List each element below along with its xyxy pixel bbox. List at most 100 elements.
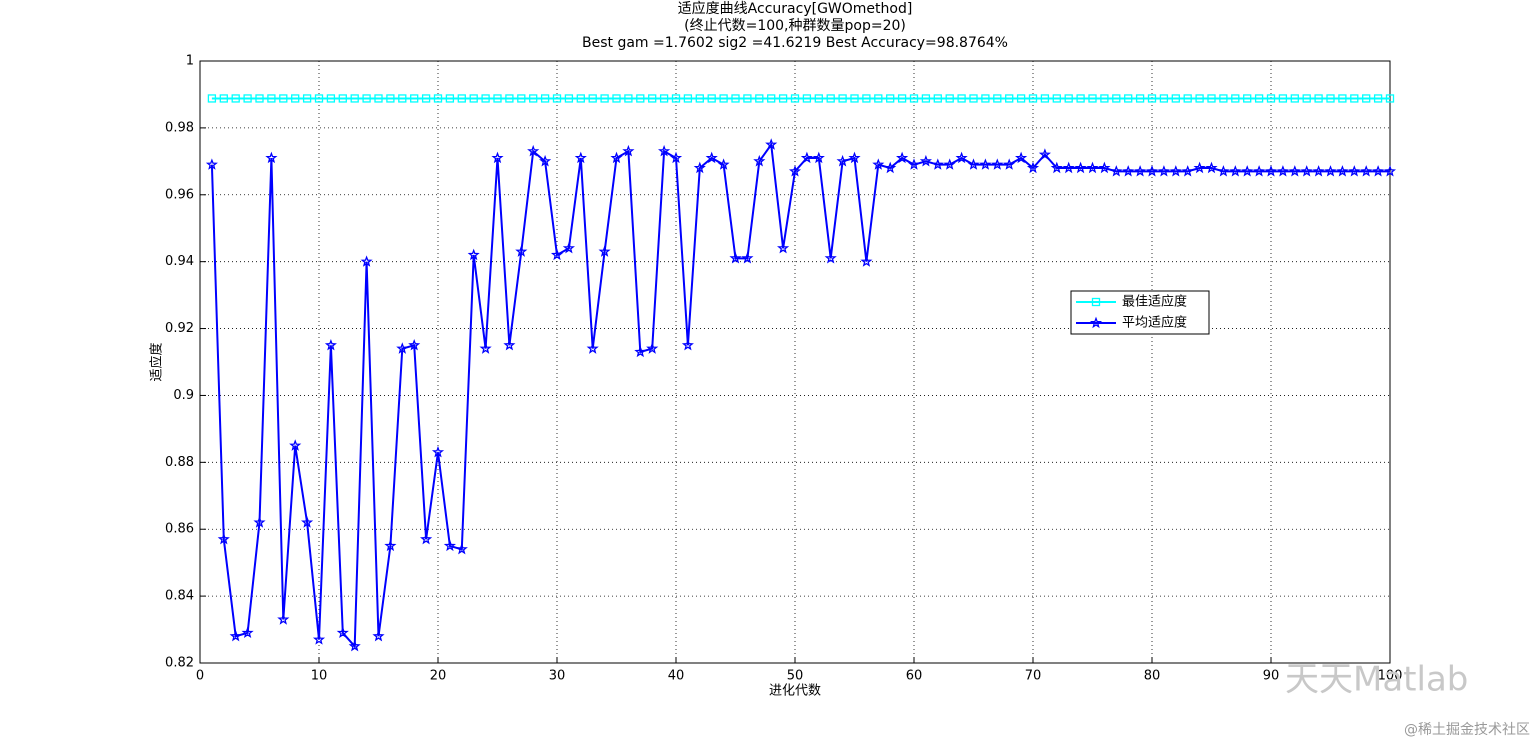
marker: [515, 245, 528, 257]
marker: [540, 94, 550, 103]
marker: [874, 94, 883, 103]
marker: [433, 94, 443, 103]
marker: [1088, 94, 1097, 103]
marker: [669, 151, 683, 164]
marker: [729, 251, 742, 264]
marker: [338, 94, 347, 103]
marker: [814, 94, 823, 103]
marker: [562, 241, 575, 254]
marker: [324, 338, 337, 351]
marker: [1147, 94, 1157, 103]
marker: [1183, 94, 1192, 103]
marker: [695, 94, 704, 103]
marker: [1040, 94, 1050, 103]
marker: [1336, 165, 1349, 177]
marker: [1112, 94, 1121, 103]
marker: [1219, 94, 1228, 103]
marker: [1360, 165, 1373, 177]
legend-label: 平均适应度: [1122, 315, 1187, 331]
marker: [598, 245, 611, 257]
marker: [360, 255, 373, 267]
marker: [481, 94, 490, 103]
marker: [445, 94, 455, 103]
y-tick-label: 0.84: [165, 589, 194, 604]
marker: [802, 94, 812, 103]
marker: [1195, 94, 1204, 103]
marker: [969, 94, 978, 103]
marker: [719, 94, 728, 103]
marker: [850, 94, 859, 103]
marker: [1314, 94, 1323, 103]
marker: [479, 342, 492, 354]
marker: [386, 94, 395, 103]
marker: [872, 158, 885, 170]
marker: [539, 154, 552, 167]
marker: [229, 629, 242, 642]
marker: [979, 158, 992, 170]
marker: [967, 158, 980, 170]
marker: [1350, 94, 1359, 103]
marker: [1300, 165, 1313, 177]
marker: [1003, 158, 1016, 170]
marker: [1050, 161, 1063, 174]
marker: [265, 151, 278, 164]
x-tick-label: 0: [196, 669, 204, 684]
watermark-source: @稀土掘金技术社区: [1404, 722, 1530, 738]
marker: [588, 94, 597, 103]
x-tick-label: 90: [1263, 669, 1280, 684]
marker: [1005, 94, 1014, 103]
marker: [527, 144, 540, 157]
marker: [517, 94, 526, 103]
marker: [443, 539, 456, 552]
marker: [505, 94, 514, 103]
marker: [1241, 165, 1254, 177]
marker: [1028, 94, 1038, 103]
x-tick-label: 100: [1378, 669, 1403, 684]
marker: [897, 94, 907, 103]
marker: [800, 151, 813, 164]
marker: [778, 94, 788, 103]
marker: [1264, 165, 1278, 177]
marker: [646, 342, 659, 354]
marker: [1026, 161, 1040, 174]
marker: [217, 532, 230, 545]
marker: [410, 94, 419, 103]
marker: [396, 342, 409, 354]
marker: [886, 94, 895, 103]
marker: [624, 94, 633, 103]
marker: [1015, 151, 1028, 164]
x-tick-label: 60: [906, 669, 923, 684]
marker: [420, 532, 433, 545]
marker: [1372, 165, 1385, 177]
marker: [529, 94, 538, 103]
marker: [896, 151, 909, 164]
marker: [1217, 165, 1230, 177]
marker: [455, 542, 468, 555]
marker: [291, 94, 300, 103]
marker: [1064, 94, 1073, 103]
y-tick-label: 0.9: [173, 388, 194, 403]
marker: [1312, 165, 1325, 177]
marker: [1243, 94, 1252, 103]
marker: [1326, 94, 1335, 103]
marker: [289, 439, 302, 451]
marker: [955, 151, 968, 164]
marker: [1338, 94, 1347, 103]
marker: [1145, 165, 1159, 177]
marker: [384, 539, 397, 552]
marker: [812, 151, 825, 164]
marker: [919, 154, 932, 167]
marker: [314, 94, 324, 103]
marker: [612, 94, 621, 103]
marker: [1124, 94, 1133, 103]
marker: [731, 94, 740, 103]
marker: [993, 94, 1002, 103]
x-tick-label: 30: [549, 669, 566, 684]
marker: [350, 94, 359, 103]
marker: [1074, 161, 1087, 174]
marker: [326, 94, 336, 103]
marker: [741, 251, 754, 264]
marker: [943, 158, 956, 170]
marker: [576, 94, 585, 103]
x-tick-label: 80: [1144, 669, 1161, 684]
